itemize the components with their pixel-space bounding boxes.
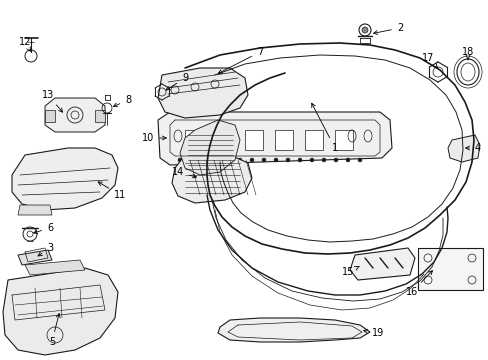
Text: 1: 1 bbox=[311, 103, 337, 153]
Polygon shape bbox=[45, 110, 55, 122]
Circle shape bbox=[190, 158, 194, 162]
Polygon shape bbox=[25, 260, 85, 275]
Text: 13: 13 bbox=[42, 90, 62, 112]
Circle shape bbox=[238, 158, 242, 162]
Text: 15: 15 bbox=[341, 266, 359, 277]
Polygon shape bbox=[274, 130, 292, 150]
Polygon shape bbox=[305, 130, 323, 150]
Text: 17: 17 bbox=[421, 53, 437, 68]
Text: 9: 9 bbox=[166, 73, 188, 90]
Polygon shape bbox=[158, 68, 247, 118]
Circle shape bbox=[178, 158, 182, 162]
Polygon shape bbox=[12, 148, 118, 210]
Text: 7: 7 bbox=[218, 47, 263, 73]
Polygon shape bbox=[417, 248, 482, 290]
Text: 6: 6 bbox=[34, 223, 53, 234]
Polygon shape bbox=[215, 130, 232, 150]
Circle shape bbox=[225, 158, 229, 162]
Polygon shape bbox=[18, 205, 52, 215]
Polygon shape bbox=[349, 248, 414, 280]
Text: 14: 14 bbox=[171, 167, 196, 178]
Circle shape bbox=[214, 158, 218, 162]
Circle shape bbox=[333, 158, 337, 162]
Text: 10: 10 bbox=[142, 133, 166, 143]
Polygon shape bbox=[18, 250, 52, 265]
Text: 8: 8 bbox=[113, 95, 131, 107]
Circle shape bbox=[309, 158, 313, 162]
Text: 19: 19 bbox=[363, 328, 384, 338]
Circle shape bbox=[321, 158, 325, 162]
Circle shape bbox=[262, 158, 265, 162]
Polygon shape bbox=[334, 130, 352, 150]
Circle shape bbox=[285, 158, 289, 162]
Polygon shape bbox=[172, 155, 251, 203]
Circle shape bbox=[202, 158, 205, 162]
Text: 4: 4 bbox=[465, 143, 480, 153]
Circle shape bbox=[357, 158, 361, 162]
Polygon shape bbox=[158, 112, 391, 165]
Polygon shape bbox=[95, 110, 105, 122]
Polygon shape bbox=[218, 318, 369, 342]
Text: 2: 2 bbox=[373, 23, 402, 35]
Polygon shape bbox=[184, 130, 203, 150]
Circle shape bbox=[249, 158, 253, 162]
Text: 11: 11 bbox=[98, 182, 126, 200]
Text: 12: 12 bbox=[19, 37, 31, 51]
Text: 16: 16 bbox=[405, 271, 431, 297]
Text: 18: 18 bbox=[461, 47, 473, 60]
Circle shape bbox=[361, 27, 367, 33]
Polygon shape bbox=[45, 98, 105, 132]
Polygon shape bbox=[244, 130, 263, 150]
Text: 3: 3 bbox=[38, 243, 53, 256]
Polygon shape bbox=[3, 268, 118, 355]
Text: 5: 5 bbox=[49, 314, 60, 347]
Polygon shape bbox=[447, 135, 479, 162]
Circle shape bbox=[297, 158, 302, 162]
Circle shape bbox=[346, 158, 349, 162]
Circle shape bbox=[273, 158, 278, 162]
Polygon shape bbox=[180, 120, 240, 175]
